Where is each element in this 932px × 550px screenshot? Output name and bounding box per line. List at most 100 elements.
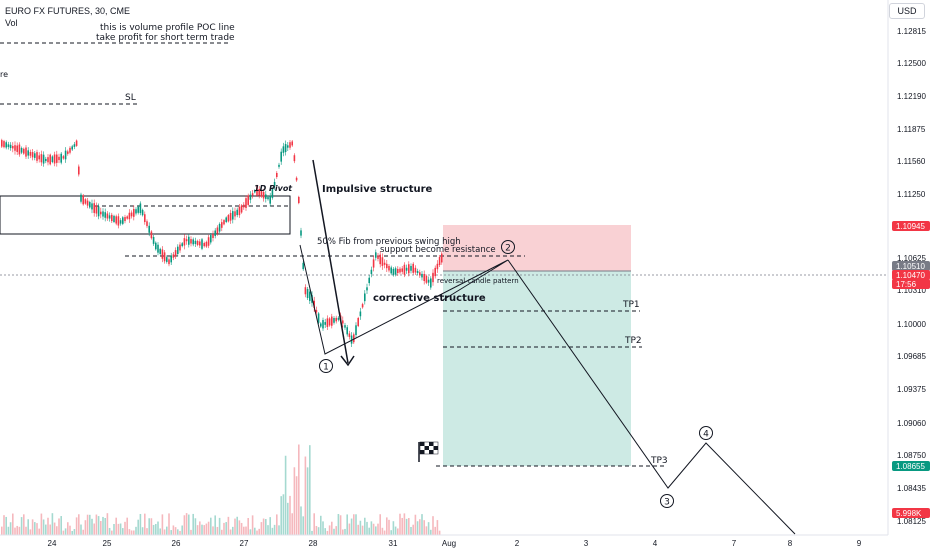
svg-text:3: 3 bbox=[664, 498, 670, 508]
candle bbox=[14, 141, 16, 155]
candle bbox=[53, 151, 56, 167]
candle bbox=[273, 178, 276, 190]
currency-button[interactable]: USD bbox=[889, 3, 925, 19]
candle bbox=[84, 198, 87, 205]
volume-bar bbox=[45, 524, 47, 535]
candle bbox=[298, 195, 300, 205]
candle bbox=[361, 302, 364, 309]
impulsive-label: Impulsive structure bbox=[322, 184, 433, 195]
volume-bar bbox=[421, 514, 423, 535]
candle bbox=[359, 307, 362, 320]
candle bbox=[427, 276, 430, 286]
volume-bar bbox=[348, 523, 351, 535]
candle bbox=[348, 330, 351, 340]
volume-bar bbox=[69, 525, 71, 535]
volume-bar bbox=[199, 521, 201, 535]
candle bbox=[91, 199, 93, 214]
svg-text:1.10510: 1.10510 bbox=[896, 262, 925, 271]
candle bbox=[128, 209, 131, 223]
candle bbox=[137, 205, 139, 215]
candle bbox=[410, 263, 412, 274]
volume-bar bbox=[172, 525, 175, 535]
candle bbox=[223, 219, 225, 226]
impulse-arrow bbox=[312, 159, 349, 364]
y-tick-label: 1.10310 bbox=[897, 286, 926, 295]
candle bbox=[69, 146, 71, 155]
volume-bar bbox=[306, 467, 309, 535]
candle bbox=[403, 262, 406, 278]
candle bbox=[201, 238, 203, 251]
candle bbox=[282, 142, 285, 157]
candle bbox=[181, 241, 183, 248]
candle bbox=[93, 199, 95, 217]
volume-bar bbox=[225, 522, 227, 535]
candle bbox=[260, 189, 263, 198]
candle bbox=[62, 154, 65, 160]
volume-bar bbox=[67, 522, 69, 535]
candle bbox=[16, 142, 18, 155]
y-tick-label: 1.10000 bbox=[897, 320, 926, 329]
wave-1-label: 1 bbox=[319, 359, 333, 373]
candle bbox=[324, 318, 326, 329]
volume-bar bbox=[25, 526, 27, 535]
candle bbox=[322, 317, 324, 331]
volume-bar bbox=[91, 518, 93, 535]
candle bbox=[262, 188, 265, 202]
volume-bar bbox=[170, 530, 172, 535]
volume-bar bbox=[82, 529, 84, 535]
candle bbox=[247, 193, 249, 207]
candle bbox=[188, 234, 190, 248]
candle bbox=[144, 211, 146, 225]
candle bbox=[203, 241, 205, 248]
candle bbox=[388, 264, 390, 273]
volume-bar bbox=[89, 514, 91, 535]
volume-bar bbox=[9, 522, 12, 535]
volume-bar bbox=[161, 514, 164, 535]
candle bbox=[366, 283, 368, 294]
y-tick-label: 1.09060 bbox=[897, 419, 926, 428]
candle bbox=[383, 259, 386, 269]
volume-bar bbox=[289, 495, 291, 535]
candles bbox=[1, 138, 443, 348]
candle bbox=[390, 265, 392, 276]
candle bbox=[401, 265, 403, 275]
candle bbox=[75, 139, 78, 147]
candle bbox=[399, 266, 401, 275]
volume-bar bbox=[260, 522, 263, 535]
volume-bar bbox=[23, 514, 25, 535]
volume-bar bbox=[42, 519, 45, 535]
volume-bar bbox=[75, 517, 78, 535]
volume-bar bbox=[122, 528, 124, 535]
volume-bar bbox=[379, 514, 381, 535]
volume-bar bbox=[139, 513, 142, 535]
candle bbox=[133, 205, 135, 221]
volume-bar bbox=[254, 527, 256, 535]
volume-bar bbox=[31, 519, 34, 535]
time-axis[interactable]: 24 25 26 27 28 31 Aug 2 3 4 7 8 9 bbox=[48, 539, 862, 548]
candle bbox=[185, 235, 188, 245]
y-tick-label: 1.09375 bbox=[897, 385, 926, 394]
volume-bar bbox=[3, 515, 5, 535]
candle bbox=[392, 267, 395, 277]
candle bbox=[108, 212, 111, 222]
candle bbox=[357, 316, 359, 328]
candle bbox=[368, 275, 370, 286]
price-axis[interactable]: 1.12815 1.12500 1.12190 1.11875 1.11560 1.112… bbox=[897, 27, 926, 526]
impulse-arrowhead bbox=[340, 355, 355, 367]
x-tick-label: Aug bbox=[442, 539, 456, 548]
candle bbox=[36, 149, 38, 164]
candle bbox=[205, 240, 208, 248]
candle bbox=[414, 265, 417, 276]
candle bbox=[267, 195, 269, 201]
candle bbox=[141, 208, 144, 217]
candle bbox=[425, 274, 428, 285]
candle bbox=[434, 265, 436, 279]
wave-3-label: 3 bbox=[660, 494, 674, 508]
volume-bar bbox=[16, 525, 18, 535]
volume-bar bbox=[183, 515, 186, 535]
volume-bar bbox=[5, 516, 7, 535]
volume-bar bbox=[135, 526, 137, 535]
volume-bar bbox=[278, 525, 280, 535]
